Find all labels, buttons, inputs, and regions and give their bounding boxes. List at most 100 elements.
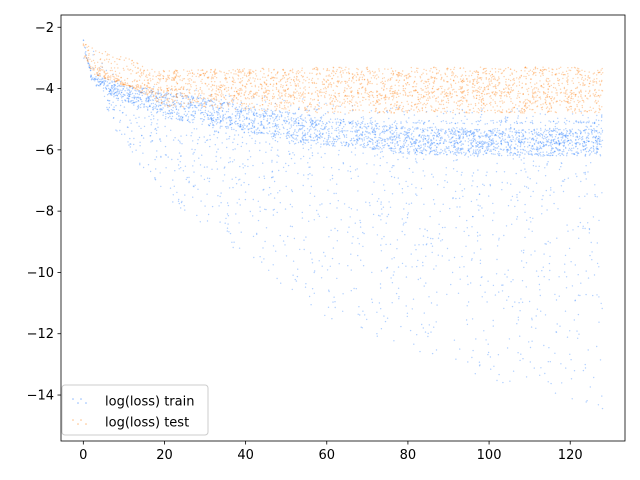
train-point (520, 250, 523, 252)
train-point (175, 108, 178, 110)
train-point (505, 225, 508, 227)
train-point (147, 100, 150, 102)
train-point (376, 335, 378, 337)
train-point (593, 129, 596, 131)
train-point (286, 134, 288, 136)
train-point (583, 129, 585, 132)
train-point (571, 150, 573, 152)
train-point (87, 63, 90, 65)
train-point (419, 140, 421, 142)
train-point (398, 298, 400, 300)
test-point (377, 99, 380, 101)
train-point (188, 181, 190, 184)
train-point (430, 302, 433, 304)
train-point (475, 146, 477, 148)
train-point (402, 156, 404, 158)
train-point (318, 105, 320, 108)
train-point (516, 196, 518, 198)
train-point (220, 120, 222, 122)
train-point (308, 295, 311, 298)
train-point (331, 318, 333, 320)
train-point (365, 135, 367, 138)
train-point (463, 128, 465, 131)
train-point (203, 166, 206, 168)
train-point (193, 110, 195, 112)
train-point (342, 133, 345, 136)
train-point (451, 136, 453, 139)
train-point (177, 109, 180, 111)
train-point (263, 110, 265, 112)
train-point (376, 234, 379, 236)
train-point (212, 107, 214, 109)
train-point (408, 129, 410, 132)
train-point (539, 374, 541, 376)
train-point (254, 119, 256, 121)
train-point (423, 123, 425, 125)
train-point (172, 201, 174, 203)
train-point (262, 162, 264, 164)
train-point (276, 141, 279, 143)
train-point (558, 133, 561, 136)
train-point (311, 126, 314, 128)
train-point (481, 145, 483, 147)
train-point (402, 145, 404, 147)
train-point (157, 110, 159, 113)
train-point (510, 147, 512, 150)
train-point (516, 149, 518, 151)
train-point (404, 234, 406, 236)
train-point (565, 123, 567, 125)
train-point (417, 126, 419, 129)
train-point (428, 120, 430, 122)
train-point (525, 376, 528, 378)
train-point (252, 198, 254, 201)
train-point (259, 210, 261, 212)
test-point (382, 73, 384, 75)
train-point (550, 149, 552, 152)
train-point (101, 78, 103, 81)
train-point (336, 136, 338, 138)
train-point (347, 145, 349, 148)
train-point (213, 133, 215, 136)
train-point (320, 143, 322, 145)
train-point (330, 167, 333, 169)
train-point (507, 205, 510, 207)
train-point (408, 203, 410, 205)
train-point (542, 132, 545, 134)
train-point (486, 152, 488, 154)
train-point (509, 149, 512, 151)
test-point (398, 95, 400, 98)
train-point (352, 236, 354, 238)
train-point (370, 110, 373, 112)
train-point (259, 149, 261, 152)
train-point (230, 127, 233, 129)
train-point (265, 113, 268, 115)
train-point (455, 154, 458, 157)
train-point (508, 338, 511, 340)
train-point (116, 130, 118, 132)
train-point (453, 153, 455, 155)
train-point (302, 138, 304, 141)
train-point (570, 130, 572, 132)
train-point (381, 238, 383, 240)
train-point (186, 113, 188, 115)
train-point (160, 104, 162, 106)
train-point (536, 128, 538, 130)
train-point (222, 118, 224, 120)
train-point (464, 140, 466, 142)
train-point (425, 282, 427, 284)
train-point (138, 90, 140, 93)
train-point (334, 306, 336, 309)
train-point (338, 132, 340, 134)
train-point (293, 237, 296, 240)
train-point (234, 134, 236, 136)
train-point (305, 236, 307, 238)
train-point (180, 101, 183, 103)
train-point (226, 146, 228, 149)
train-point (254, 109, 257, 111)
train-point (569, 129, 572, 131)
train-point (376, 333, 378, 335)
test-point (212, 76, 214, 79)
train-point (462, 148, 464, 150)
train-point (127, 141, 129, 143)
train-point (229, 121, 232, 123)
